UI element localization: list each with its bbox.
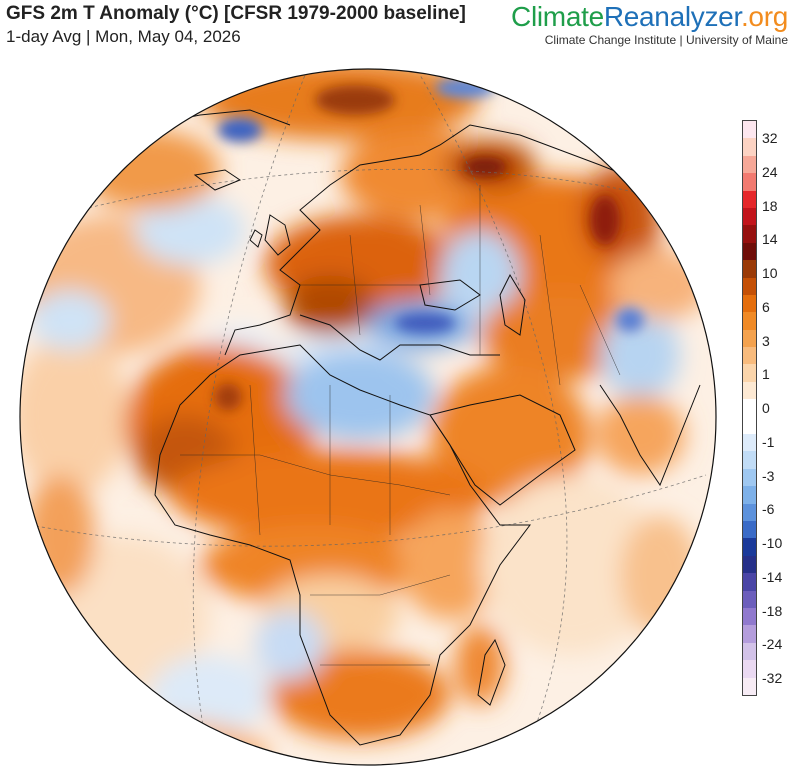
color-scale-swatch	[743, 121, 756, 139]
color-scale-swatch	[743, 207, 756, 226]
color-scale-swatch	[743, 660, 756, 678]
color-scale-swatch	[743, 312, 756, 330]
color-scale-swatch	[743, 416, 756, 435]
brand-logo-climate: Climate	[511, 1, 604, 32]
color-scale-swatch	[743, 294, 756, 313]
color-scale-swatch	[743, 173, 756, 191]
globe-map	[19, 68, 717, 766]
color-scale-swatch	[743, 381, 756, 400]
map-title: GFS 2m T Anomaly (°C) [CFSR 1979-2000 ba…	[6, 3, 466, 24]
color-scale-swatch	[743, 625, 756, 643]
color-scale-swatch	[743, 555, 756, 574]
color-scale-bar	[742, 120, 757, 696]
color-scale-swatch	[743, 138, 756, 156]
brand-tagline: Climate Change Institute | University of…	[544, 33, 788, 47]
color-scale-swatch	[743, 486, 756, 504]
graticule-lines	[29, 74, 707, 765]
color-scale-label: 14	[762, 231, 778, 248]
color-scale-swatch	[743, 520, 756, 539]
color-scale-swatch	[743, 468, 756, 487]
color-scale-swatch	[743, 329, 756, 348]
color-scale-label: -24	[762, 636, 783, 653]
color-scale-swatch	[743, 190, 756, 208]
country-borders	[180, 185, 621, 666]
color-scale-label: 6	[762, 298, 770, 315]
color-scale-swatch	[743, 399, 756, 417]
color-scale-label: -10	[762, 535, 783, 551]
color-scale-label: -32	[762, 670, 783, 686]
color-scale-label: 32	[762, 130, 778, 146]
color-scale-label: 3	[762, 332, 770, 349]
color-scale-swatch	[743, 573, 756, 591]
brand-logo-org: .org	[740, 1, 788, 32]
color-scale-swatch	[743, 607, 756, 626]
color-scale-swatch	[743, 590, 756, 608]
anomaly-field	[20, 69, 716, 765]
color-scale-label: -1	[762, 433, 775, 450]
brand-logo-reanalyzer: Reanalyzer	[603, 1, 741, 32]
color-scale-swatch	[743, 347, 756, 365]
color-scale-swatch	[743, 260, 756, 278]
color-scale-label: 10	[762, 265, 778, 281]
brand-logo[interactable]: ClimateReanalyzer.org	[511, 2, 788, 32]
color-scale-swatch	[743, 677, 756, 695]
color-scale-swatch	[743, 242, 756, 261]
color-scale-label: 18	[762, 197, 778, 214]
color-scale-label: -14	[762, 568, 783, 585]
globe-outline	[19, 68, 717, 766]
color-scale-swatch	[743, 277, 756, 295]
color-scale-swatch	[743, 642, 756, 661]
color-scale-label: 0	[762, 400, 770, 416]
color-scale-label: -3	[762, 467, 775, 484]
map-subtitle: 1-day Avg | Mon, May 04, 2026	[6, 27, 241, 46]
brand-block: ClimateReanalyzer.org Climate Change Ins…	[511, 2, 788, 48]
color-scale-swatch	[743, 451, 756, 469]
color-scale-swatch	[743, 155, 756, 174]
color-scale-label: 24	[762, 163, 778, 180]
color-scale-swatch	[743, 225, 756, 243]
color-scale-labels: 32 24 18 14 10 6 3 1 0 -1 -3 -6 -10 -14 -18 -24 -32	[762, 120, 800, 696]
coastlines	[109, 109, 701, 746]
color-scale-swatch	[743, 434, 756, 452]
color-scale-label: 1	[762, 366, 770, 383]
color-scale-swatch	[743, 364, 756, 382]
color-scale-swatch	[743, 503, 756, 521]
color-scale-label: -6	[762, 501, 775, 518]
color-scale-swatch	[743, 538, 756, 556]
anomaly-hotspots	[214, 78, 644, 411]
color-scale-label: -18	[762, 602, 783, 619]
